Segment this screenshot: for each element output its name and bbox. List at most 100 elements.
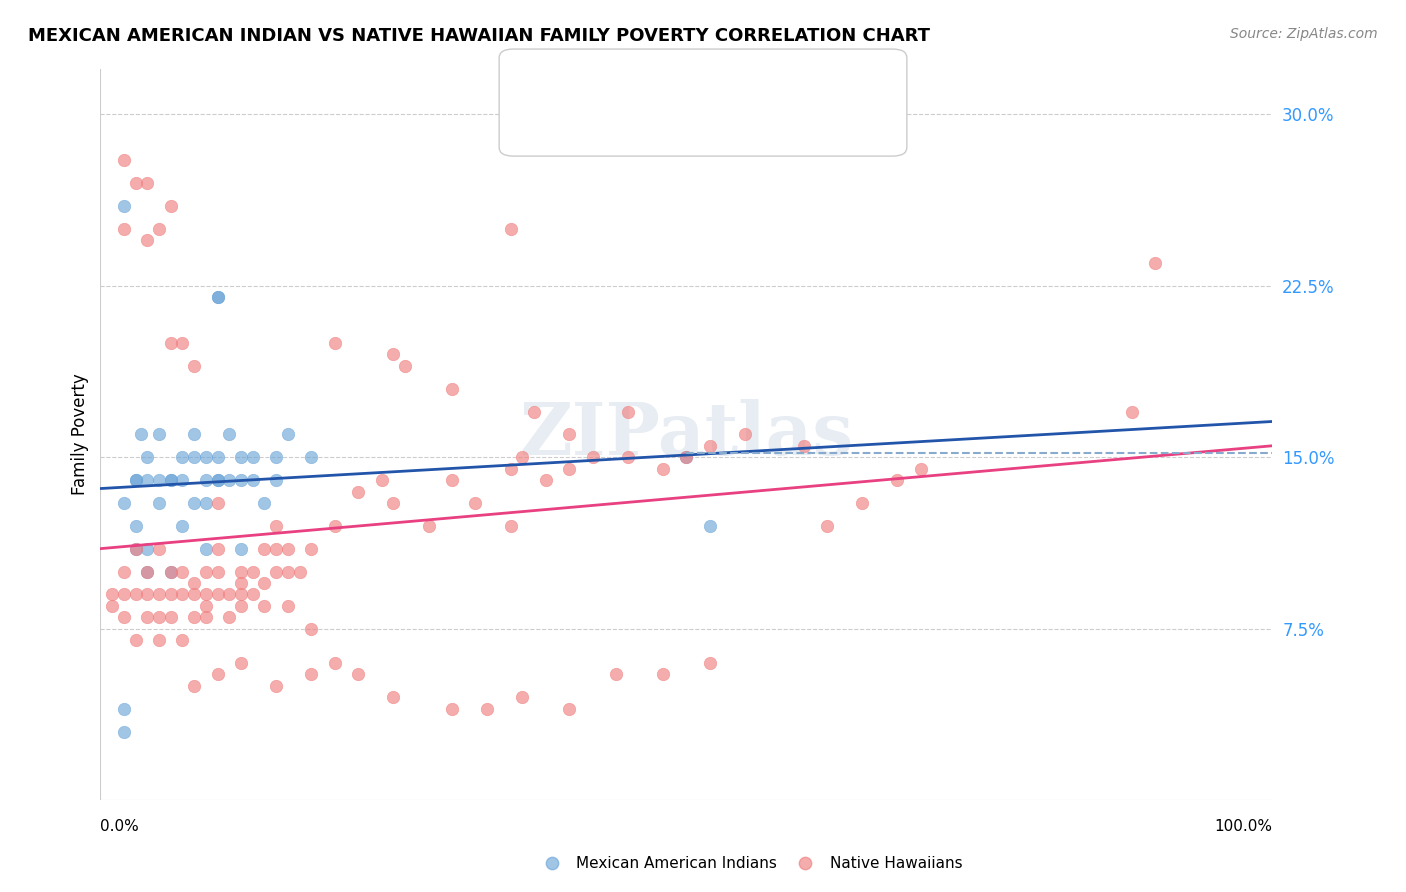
Point bbox=[159, 610, 181, 624]
Point bbox=[464, 496, 486, 510]
Point bbox=[652, 461, 675, 475]
Point bbox=[605, 667, 627, 681]
Point bbox=[699, 519, 721, 533]
Point bbox=[148, 541, 170, 556]
Point bbox=[159, 473, 181, 487]
Point bbox=[1121, 404, 1143, 418]
Point bbox=[793, 439, 815, 453]
Point bbox=[136, 233, 159, 247]
Point bbox=[229, 599, 252, 613]
Point bbox=[136, 587, 159, 601]
Point bbox=[229, 587, 252, 601]
Point bbox=[194, 610, 217, 624]
Point bbox=[148, 633, 170, 648]
Point bbox=[136, 541, 159, 556]
Point bbox=[299, 622, 322, 636]
Point bbox=[148, 221, 170, 235]
Point bbox=[277, 599, 299, 613]
Point bbox=[112, 153, 135, 167]
Point bbox=[194, 541, 217, 556]
Point bbox=[347, 667, 370, 681]
Point bbox=[540, 856, 562, 871]
Point bbox=[159, 587, 181, 601]
Point bbox=[347, 484, 370, 499]
Point bbox=[242, 450, 264, 465]
Point bbox=[699, 656, 721, 670]
Point bbox=[112, 199, 135, 213]
Y-axis label: Family Poverty: Family Poverty bbox=[72, 374, 89, 495]
Point bbox=[851, 496, 873, 510]
Point bbox=[148, 587, 170, 601]
Point bbox=[172, 335, 194, 350]
Point bbox=[229, 656, 252, 670]
Point bbox=[499, 461, 522, 475]
Point bbox=[124, 473, 146, 487]
Point bbox=[112, 724, 135, 739]
Point bbox=[418, 519, 440, 533]
Point bbox=[530, 82, 553, 96]
Point bbox=[183, 679, 205, 693]
Point bbox=[229, 473, 252, 487]
Point bbox=[136, 565, 159, 579]
Point bbox=[183, 576, 205, 591]
Point bbox=[207, 450, 229, 465]
Point bbox=[159, 335, 181, 350]
Point bbox=[382, 690, 405, 705]
Point bbox=[159, 565, 181, 579]
Point bbox=[652, 667, 675, 681]
Point bbox=[207, 541, 229, 556]
Point bbox=[1144, 256, 1167, 270]
Point bbox=[159, 565, 181, 579]
Point bbox=[910, 461, 932, 475]
Point bbox=[530, 118, 553, 132]
Point bbox=[264, 565, 287, 579]
Point bbox=[675, 450, 697, 465]
Point bbox=[131, 427, 153, 442]
Point bbox=[194, 565, 217, 579]
Point bbox=[194, 599, 217, 613]
Point bbox=[148, 473, 170, 487]
Point bbox=[207, 587, 229, 601]
Point bbox=[194, 496, 217, 510]
Point bbox=[183, 587, 205, 601]
Point bbox=[148, 610, 170, 624]
Point bbox=[112, 610, 135, 624]
Text: R = 0.028   N = 48: R = 0.028 N = 48 bbox=[562, 76, 720, 94]
Point bbox=[218, 610, 240, 624]
Point bbox=[277, 565, 299, 579]
Point bbox=[558, 461, 581, 475]
Point bbox=[172, 450, 194, 465]
Point bbox=[183, 359, 205, 373]
Point bbox=[124, 473, 146, 487]
Point bbox=[172, 587, 194, 601]
Point bbox=[288, 565, 311, 579]
Text: MEXICAN AMERICAN INDIAN VS NATIVE HAWAIIAN FAMILY POVERTY CORRELATION CHART: MEXICAN AMERICAN INDIAN VS NATIVE HAWAII… bbox=[28, 27, 931, 45]
Point bbox=[101, 587, 124, 601]
Point bbox=[207, 473, 229, 487]
Point bbox=[112, 496, 135, 510]
Point bbox=[124, 633, 146, 648]
Point bbox=[112, 221, 135, 235]
Point bbox=[886, 473, 908, 487]
Point bbox=[394, 359, 416, 373]
Point bbox=[194, 473, 217, 487]
Point bbox=[172, 473, 194, 487]
Point bbox=[499, 519, 522, 533]
Point bbox=[112, 565, 135, 579]
Point bbox=[499, 221, 522, 235]
Point bbox=[172, 633, 194, 648]
Point bbox=[112, 702, 135, 716]
Point bbox=[207, 496, 229, 510]
Point bbox=[510, 450, 533, 465]
Point bbox=[299, 667, 322, 681]
Point bbox=[101, 599, 124, 613]
Point bbox=[382, 496, 405, 510]
Point bbox=[253, 576, 276, 591]
Point bbox=[183, 427, 205, 442]
Point bbox=[323, 656, 346, 670]
Point bbox=[440, 473, 463, 487]
Point bbox=[207, 290, 229, 304]
Point bbox=[558, 427, 581, 442]
Point bbox=[534, 473, 557, 487]
Point bbox=[242, 565, 264, 579]
